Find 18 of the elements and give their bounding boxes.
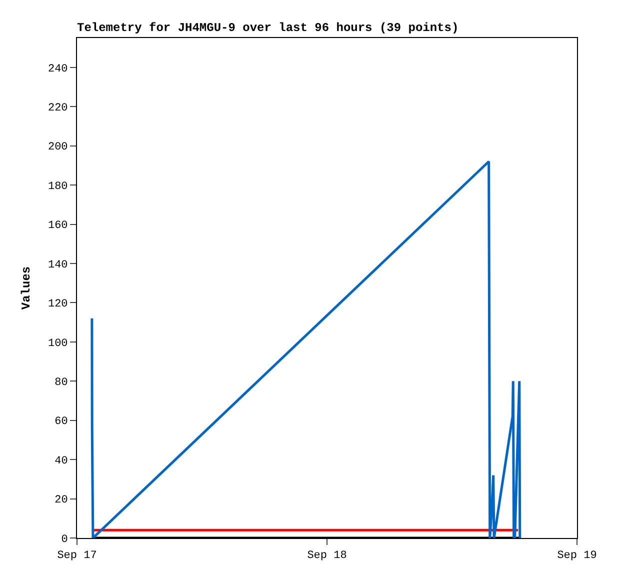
x-tick-label: Sep 19 [557,550,597,562]
y-tick-label: 240 [48,63,68,76]
chart-title: Telemetry for JH4MGU-9 over last 96 hours (39 points) [77,21,459,35]
y-tick-label: 140 [48,259,68,272]
y-tick-label: 60 [54,416,68,428]
y-tick-label: 20 [54,494,68,507]
y-tick-label: 200 [48,142,68,154]
y-tick-label: 120 [48,298,68,311]
x-tick-label: Sep 17 [57,550,97,562]
y-tick-label: 0 [61,534,68,546]
y-tick-label: 220 [48,102,68,114]
y-tick-label: 100 [48,338,68,350]
y-tick-label: 180 [48,180,68,193]
x-tick-label: Sep 18 [307,550,347,562]
y-tick-label: 40 [54,455,68,468]
y-axis-title: Values [19,266,34,310]
y-tick-label: 80 [54,376,68,389]
y-tick-label: 160 [48,220,68,232]
